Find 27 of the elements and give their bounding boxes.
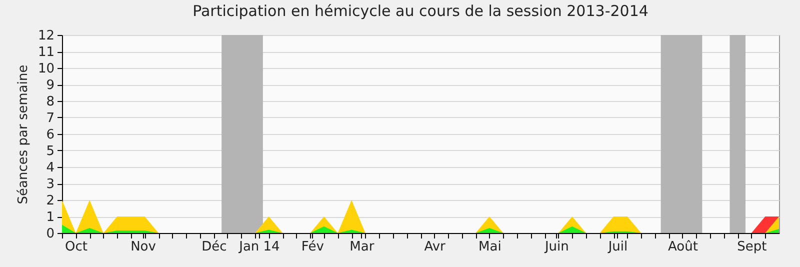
y-tick-label: 10 — [38, 62, 54, 76]
y-tick-label: 12 — [38, 28, 54, 44]
y-tick-label: 5 — [46, 144, 54, 159]
y-tick-label: 1 — [46, 210, 54, 225]
x-tick-label: Juin — [544, 240, 569, 254]
y-tick-label: 6 — [46, 128, 54, 142]
x-tick-label: Sept — [737, 240, 767, 254]
y-tick-label: 2 — [46, 194, 54, 208]
y-tick-label: 0 — [46, 226, 54, 242]
x-tick-label: Juil — [607, 240, 628, 254]
x-tick-label: Fév — [301, 240, 324, 254]
x-tick-label: Jan 14 — [238, 240, 280, 254]
x-tick-label: Mar — [350, 240, 375, 254]
x-tick-label: Déc — [202, 240, 227, 254]
y-tick-label: 7 — [46, 111, 54, 126]
y-tick-label: 9 — [46, 78, 54, 93]
y-tick-label: 3 — [46, 177, 54, 192]
x-tick-label: Avr — [424, 240, 446, 254]
y-tick-label: 8 — [46, 94, 54, 110]
x-tick-label: Nov — [130, 240, 156, 254]
x-tick-label: Mai — [478, 240, 502, 254]
x-tick-label: Août — [668, 240, 698, 254]
y-tick-label: 11 — [38, 45, 54, 60]
y-tick-label: 4 — [46, 160, 54, 176]
y-axis-title: Séances par semaine — [16, 64, 31, 204]
chart-title: Participation en hémicycle au cours de la session 2013-2014 — [192, 2, 648, 20]
x-tick-label: Oct — [65, 240, 88, 254]
